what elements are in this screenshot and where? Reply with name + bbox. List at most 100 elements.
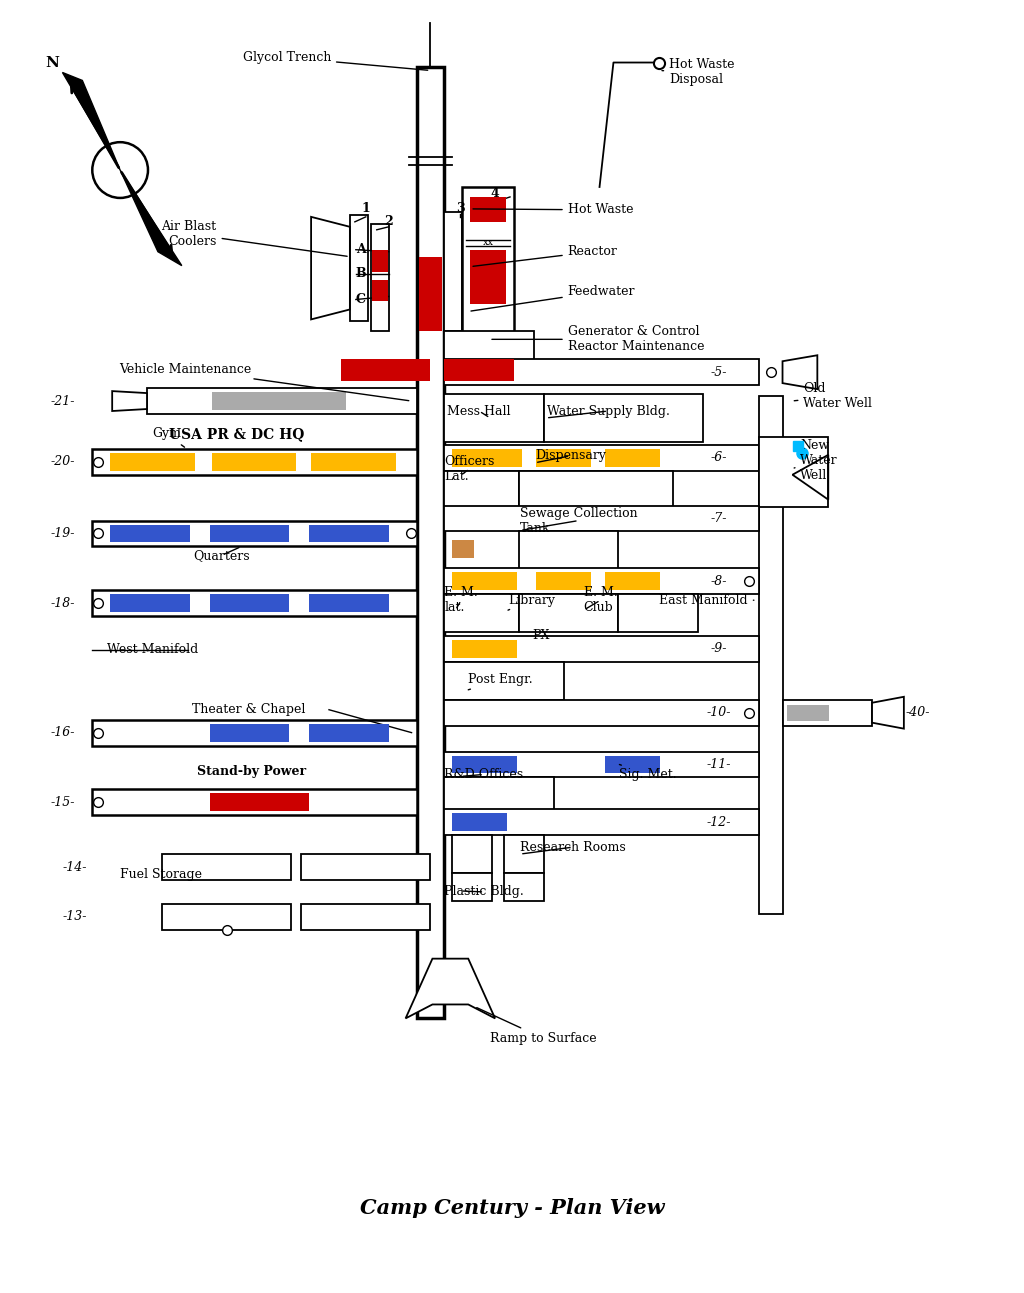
Bar xyxy=(462,187,514,347)
Text: Quarters: Quarters xyxy=(194,547,250,562)
Text: 1: 1 xyxy=(361,203,370,216)
Text: West Manifold: West Manifold xyxy=(108,644,199,657)
Text: Hot Waste: Hot Waste xyxy=(473,203,633,216)
Text: Old
Water Well: Old Water Well xyxy=(795,381,872,410)
Text: Ramp to Surface: Ramp to Surface xyxy=(477,1007,597,1045)
Bar xyxy=(444,595,519,632)
Text: -20-: -20- xyxy=(50,455,75,468)
Text: 4: 4 xyxy=(490,187,500,200)
Text: E. M.
lat.: E. M. lat. xyxy=(444,586,478,614)
Bar xyxy=(371,224,389,331)
Text: -9-: -9- xyxy=(711,643,727,656)
Text: -5-: -5- xyxy=(711,366,727,379)
Bar xyxy=(92,449,417,475)
Text: 2: 2 xyxy=(384,216,393,229)
Bar xyxy=(210,724,289,742)
Text: -19-: -19- xyxy=(50,528,75,540)
Bar xyxy=(162,904,291,930)
Bar xyxy=(301,855,430,881)
Bar xyxy=(212,392,346,410)
Text: -12-: -12- xyxy=(707,816,731,829)
Text: USA PR & DC HQ: USA PR & DC HQ xyxy=(169,427,304,441)
Text: Theater & Chapel: Theater & Chapel xyxy=(191,703,305,716)
Bar xyxy=(605,573,660,590)
Bar xyxy=(453,573,517,590)
Text: Sewage Collection
Tank: Sewage Collection Tank xyxy=(520,507,638,534)
Text: Sig. Met.: Sig. Met. xyxy=(620,764,677,781)
Bar xyxy=(470,250,506,304)
Bar xyxy=(301,904,430,930)
Bar xyxy=(519,531,618,572)
Bar xyxy=(92,521,417,547)
Bar xyxy=(462,359,514,381)
Bar xyxy=(92,720,417,746)
Bar xyxy=(605,755,660,773)
Bar xyxy=(444,445,759,471)
Bar xyxy=(444,751,759,777)
Bar xyxy=(519,595,618,632)
Bar xyxy=(453,449,522,467)
Bar xyxy=(544,394,702,442)
Bar xyxy=(350,215,368,322)
Bar xyxy=(210,525,289,543)
Text: Glycol Trench: Glycol Trench xyxy=(243,50,428,70)
Bar xyxy=(782,700,872,725)
Text: -8-: -8- xyxy=(711,575,727,588)
Text: -18-: -18- xyxy=(50,596,75,610)
Bar xyxy=(147,388,417,414)
Text: PX: PX xyxy=(531,628,549,641)
Bar xyxy=(372,279,388,301)
Bar xyxy=(444,700,759,725)
Text: Post Engr.: Post Engr. xyxy=(468,674,532,689)
Bar xyxy=(111,453,195,471)
Text: xx: xx xyxy=(482,238,494,247)
Bar xyxy=(605,449,660,467)
Bar xyxy=(453,835,493,873)
Text: Dispensary: Dispensary xyxy=(535,450,606,463)
Polygon shape xyxy=(872,697,904,729)
Bar xyxy=(309,525,389,543)
Bar xyxy=(759,437,828,507)
Text: C: C xyxy=(356,294,366,306)
Bar xyxy=(444,662,564,700)
Bar xyxy=(453,873,493,901)
Polygon shape xyxy=(113,390,147,411)
Bar xyxy=(210,595,289,612)
Bar xyxy=(92,590,417,617)
Text: Generator & Control
Reactor Maintenance: Generator & Control Reactor Maintenance xyxy=(492,326,705,353)
Text: -40-: -40- xyxy=(905,706,930,719)
Bar xyxy=(210,794,309,811)
Text: -13-: -13- xyxy=(62,910,87,923)
Bar xyxy=(504,873,544,901)
Bar xyxy=(309,595,389,612)
Text: -6-: -6- xyxy=(711,451,727,464)
Polygon shape xyxy=(406,958,495,1019)
Bar xyxy=(419,257,442,331)
Bar xyxy=(519,471,673,507)
Bar xyxy=(787,705,829,720)
Text: East Manifold: East Manifold xyxy=(659,593,754,606)
Bar xyxy=(453,755,517,773)
Text: -21-: -21- xyxy=(50,394,75,407)
Bar xyxy=(759,396,782,914)
Text: 3: 3 xyxy=(456,203,465,216)
Bar xyxy=(92,790,417,816)
Bar xyxy=(504,835,544,873)
Bar xyxy=(444,359,462,381)
Text: Reactor: Reactor xyxy=(473,246,617,266)
Text: A: A xyxy=(356,243,366,256)
Bar xyxy=(444,506,759,531)
Polygon shape xyxy=(120,171,182,265)
Text: B: B xyxy=(356,268,367,281)
Bar xyxy=(470,197,506,222)
Text: -15-: -15- xyxy=(50,795,75,809)
Bar xyxy=(444,777,554,813)
Bar xyxy=(444,809,759,835)
Text: -10-: -10- xyxy=(707,706,731,719)
Text: Feedwater: Feedwater xyxy=(471,284,635,312)
Bar xyxy=(536,573,591,590)
Text: -11-: -11- xyxy=(707,758,731,771)
Bar xyxy=(341,359,430,381)
Bar xyxy=(309,724,389,742)
Bar xyxy=(444,331,534,381)
